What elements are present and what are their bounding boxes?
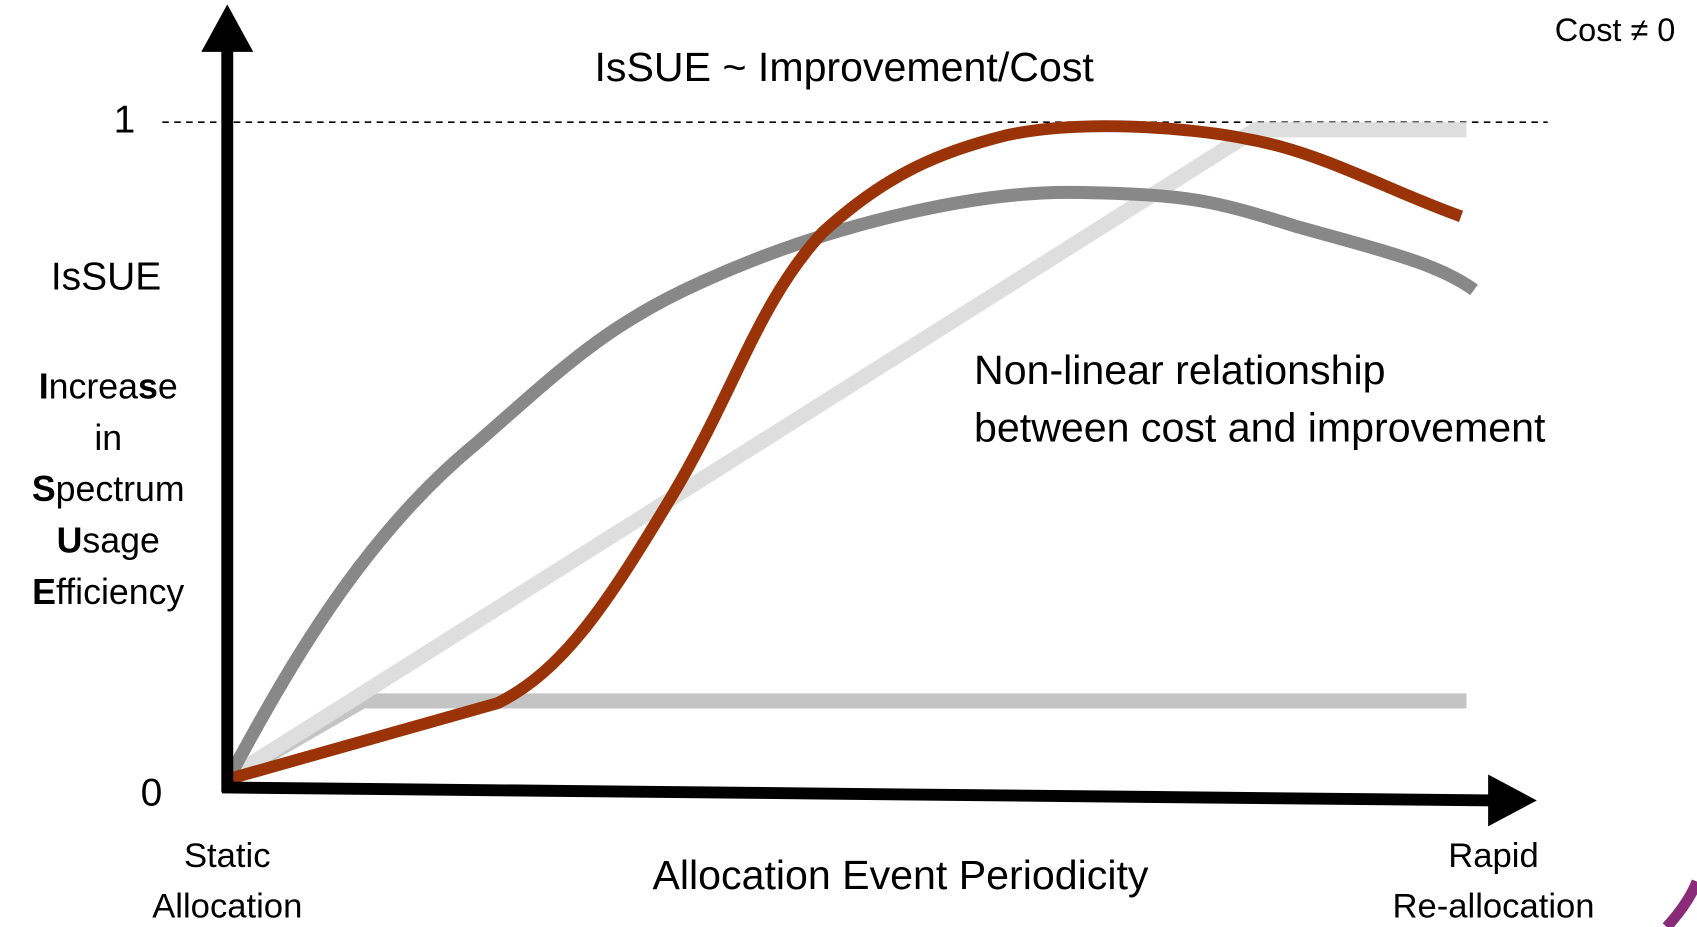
bold-letter: I: [39, 367, 49, 407]
y-axis-label: IsSUE: [51, 255, 161, 298]
bold-letter: S: [32, 470, 56, 510]
annotation: between cost and improvement: [974, 404, 1546, 450]
description-line: Spectrum: [32, 470, 185, 510]
description-line: Efficiency: [32, 572, 184, 612]
gray-curve: [223, 185, 1478, 780]
text-part: sage: [82, 521, 159, 561]
description-line: in: [94, 418, 122, 458]
text-part: fficiency: [56, 572, 184, 612]
text-part: in: [94, 418, 122, 458]
static-curve: [223, 693, 1467, 786]
description-line: Increase: [39, 367, 178, 407]
annotation: Non-linear relationship: [974, 347, 1385, 393]
bold-letter: U: [57, 521, 83, 561]
bold-letter: E: [32, 572, 56, 612]
text-part: e: [158, 367, 178, 407]
note: Cost ≠ 0: [1555, 12, 1676, 48]
y-axis-arrow: [201, 4, 254, 52]
text-part: ncrea: [49, 367, 138, 407]
bold-letter: s: [138, 367, 158, 407]
linear-curve: [223, 122, 1467, 786]
x-start-label: Allocation: [152, 888, 302, 926]
x-start-label: Static: [184, 837, 271, 875]
x-axis-label: Allocation Event Periodicity: [652, 852, 1148, 898]
corner-decoration: [1662, 879, 1697, 927]
x-axis-arrow: [1488, 774, 1537, 827]
nonlinear-curve: [227, 120, 1464, 785]
y-tick-label: 0: [141, 771, 163, 814]
x-end-label: Rapid: [1448, 837, 1538, 875]
x-axis: [221, 781, 1494, 807]
x-end-label: Re-allocation: [1393, 888, 1595, 926]
text-part: pectrum: [56, 470, 185, 510]
y-tick-label: 1: [114, 99, 136, 142]
description-line: Usage: [57, 521, 160, 561]
title: IsSUE ~ Improvement/Cost: [595, 44, 1095, 90]
